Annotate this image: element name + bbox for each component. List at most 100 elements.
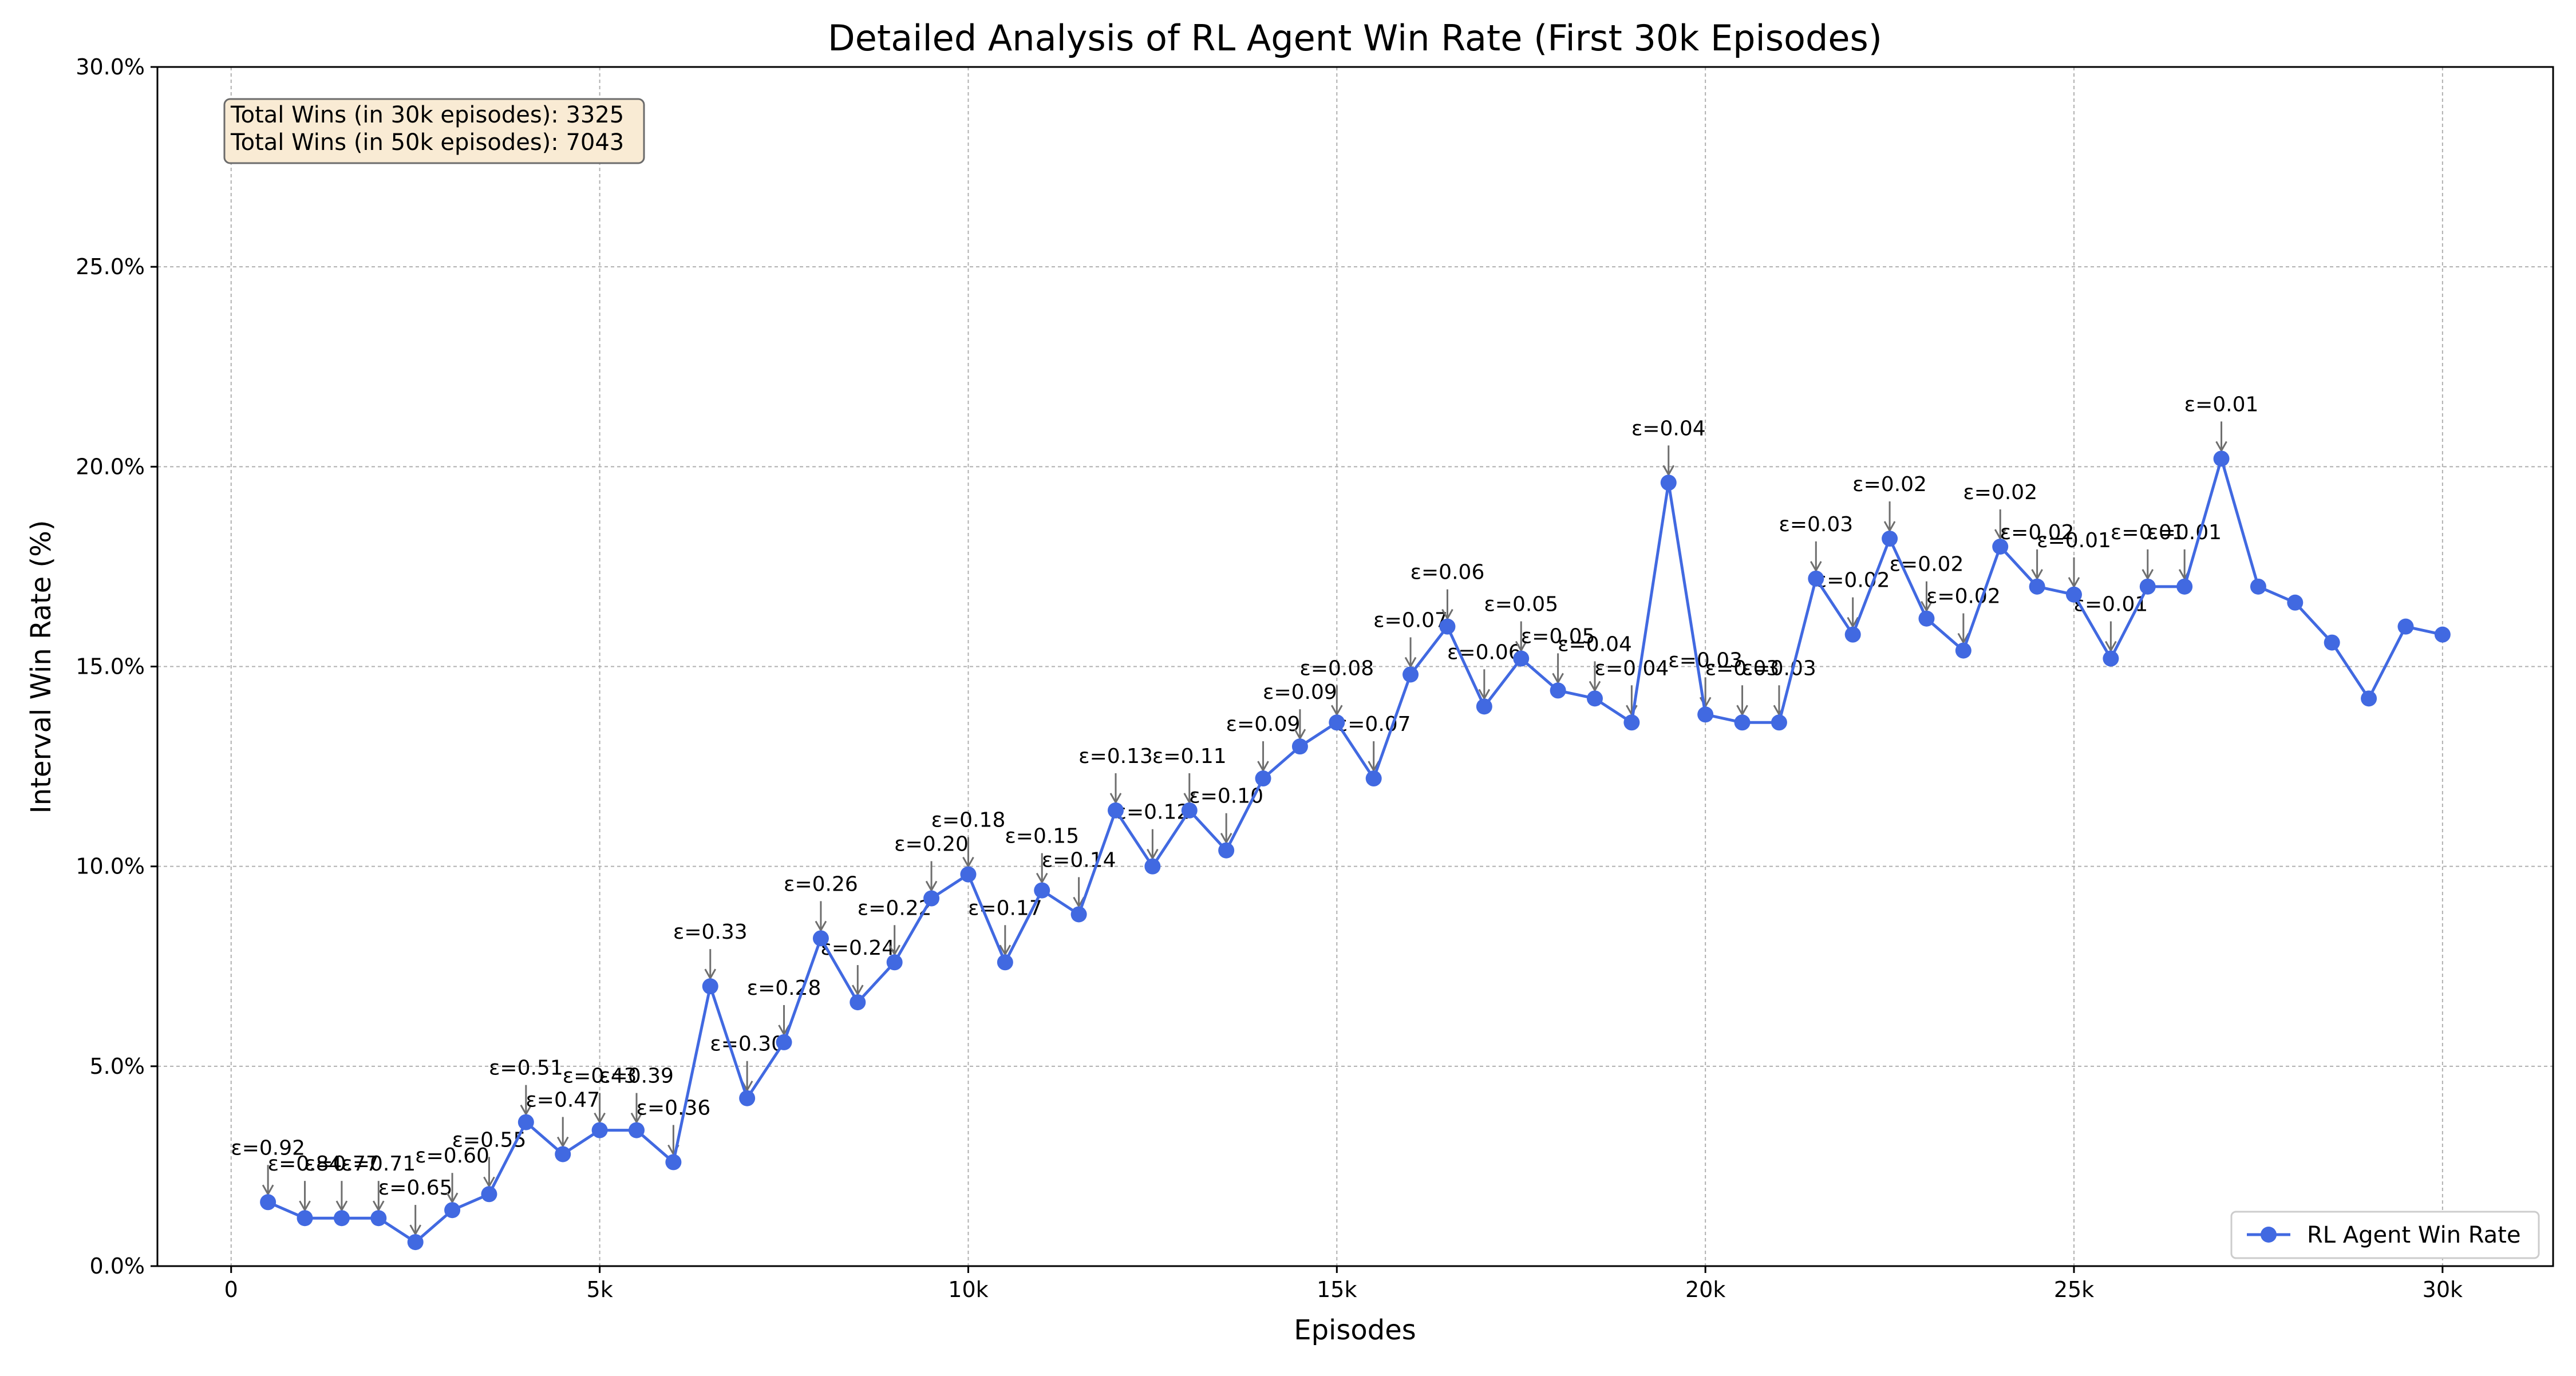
data-point <box>1513 650 1530 667</box>
annotations: ε=0.92ε=0.84ε=0.77ε=0.71ε=0.65ε=0.60ε=0.… <box>231 393 2258 1236</box>
annotation-label: ε=0.22 <box>858 896 932 920</box>
chart-title: Detailed Analysis of RL Agent Win Rate (… <box>828 17 1882 59</box>
annotation-label: ε=0.01 <box>2147 521 2222 544</box>
annotation-label: ε=0.24 <box>820 936 895 960</box>
annotation-arrowhead <box>1552 673 1564 685</box>
annotation-arrowhead <box>1515 640 1527 653</box>
annotation-label: ε=0.71 <box>341 1152 416 1176</box>
info-box: Total Wins (in 30k episodes): 3325 Total… <box>223 98 645 164</box>
x-axis-label: Episodes <box>1294 1314 1416 1346</box>
data-point <box>1255 770 1271 787</box>
data-point <box>1108 802 1124 819</box>
data-point <box>1402 666 1419 683</box>
data-point <box>1771 714 1787 731</box>
annotation-label: ε=0.03 <box>1742 657 1816 680</box>
data-point <box>1181 802 1198 819</box>
annotation-label: ε=0.14 <box>1042 848 1116 872</box>
data-point <box>2287 594 2304 611</box>
data-point <box>297 1210 313 1227</box>
data-point <box>702 978 718 995</box>
annotation-arrowhead <box>2031 569 2043 580</box>
annotation-label: ε=0.02 <box>1852 473 1927 496</box>
data-point <box>1476 698 1492 715</box>
annotation-arrowhead <box>2105 640 2117 653</box>
annotation-arrowhead <box>778 1025 790 1036</box>
x-tick-label: 15k <box>1317 1277 1357 1302</box>
x-tick-label: 5k <box>587 1277 613 1302</box>
data-point <box>2434 626 2451 643</box>
annotation-label: ε=0.02 <box>1816 569 1890 592</box>
data-point <box>997 954 1013 971</box>
data-point <box>1844 626 1861 643</box>
annotation-arrowhead <box>1883 521 1896 533</box>
data-point <box>1329 714 1345 731</box>
annotation-arrowhead <box>2142 569 2154 580</box>
annotation-label: ε=0.84 <box>268 1152 342 1176</box>
annotation-label: ε=0.04 <box>1558 632 1632 656</box>
data-point <box>2250 578 2266 595</box>
series <box>260 450 2451 1251</box>
data-point <box>2139 578 2156 595</box>
annotation-arrowhead <box>299 1200 311 1212</box>
annotation-label: ε=0.51 <box>489 1057 563 1080</box>
data-point <box>260 1194 276 1211</box>
data-point <box>2066 586 2082 603</box>
data-point <box>2213 450 2230 467</box>
info-box-background <box>223 98 645 164</box>
annotation-arrowhead <box>1220 832 1232 844</box>
data-point <box>960 866 977 883</box>
data-point <box>1365 770 1382 787</box>
annotation-label: ε=0.60 <box>415 1144 489 1168</box>
data-point <box>1144 858 1161 875</box>
data-point <box>1439 618 1456 635</box>
data-point <box>850 994 866 1011</box>
data-point <box>1992 539 2009 555</box>
data-point <box>1955 642 1971 659</box>
y-tick-label: 30.0% <box>76 54 145 80</box>
data-point <box>1034 882 1050 899</box>
data-point <box>2397 618 2414 635</box>
data-point <box>776 1034 792 1050</box>
y-tick-label: 0.0% <box>89 1254 145 1279</box>
annotation-arrowhead <box>962 856 974 868</box>
data-point <box>1808 570 1824 587</box>
data-point <box>1550 682 1566 699</box>
annotation-label: ε=0.09 <box>1226 713 1301 736</box>
annotation-label: ε=0.20 <box>894 833 969 856</box>
annotation-arrowhead <box>1183 793 1196 804</box>
x-tick-label: 10k <box>948 1277 988 1302</box>
data-point <box>1623 714 1640 731</box>
annotation-label: ε=0.65 <box>378 1176 453 1200</box>
data-point <box>812 930 829 947</box>
data-point <box>665 1154 682 1171</box>
data-point <box>2361 690 2377 707</box>
data-point <box>370 1210 387 1227</box>
data-point <box>886 954 903 971</box>
annotation-label: ε=0.26 <box>784 872 858 896</box>
annotation-label: ε=0.43 <box>563 1065 637 1088</box>
annotation-arrowhead <box>483 1176 495 1188</box>
legend: RL Agent Win Rate <box>2230 1211 2540 1259</box>
x-tick-label: 0 <box>224 1277 238 1302</box>
annotation-label: ε=0.06 <box>1411 561 1485 584</box>
data-point <box>2029 578 2045 595</box>
annotation-label: ε=0.12 <box>1115 801 1190 824</box>
data-point <box>1587 690 1603 707</box>
annotation-arrowhead <box>1921 600 1933 612</box>
x-tick-label: 25k <box>2054 1277 2094 1302</box>
data-point <box>333 1210 350 1227</box>
y-tick-label: 10.0% <box>76 854 145 879</box>
data-point <box>2324 634 2340 651</box>
y-tick-label: 25.0% <box>76 254 145 279</box>
annotation-label: ε=0.47 <box>526 1088 600 1112</box>
y-tick-label: 15.0% <box>76 654 145 679</box>
annotation-label: ε=0.02 <box>1963 481 2037 504</box>
annotation-label: ε=0.07 <box>1337 713 1411 736</box>
data-point <box>407 1234 424 1251</box>
legend-box <box>2230 1211 2540 1259</box>
annotation-label: ε=0.39 <box>599 1065 674 1088</box>
annotation-label: ε=0.05 <box>1521 624 1595 648</box>
annotation-label: ε=0.03 <box>1705 657 1780 680</box>
